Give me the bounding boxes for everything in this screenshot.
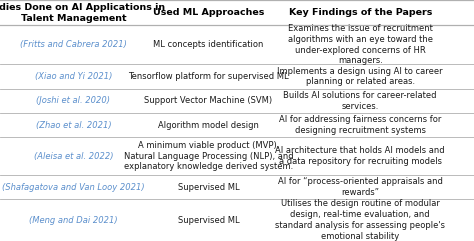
Text: (Xiao and Yi 2021): (Xiao and Yi 2021) xyxy=(35,72,112,81)
Text: AI architecture that holds AI models and
a data repository for recruiting models: AI architecture that holds AI models and… xyxy=(275,146,445,166)
Text: (Shafagatova and Van Looy 2021): (Shafagatova and Van Looy 2021) xyxy=(2,183,145,192)
Text: Studies Done on AI Applications in
Talent Management: Studies Done on AI Applications in Talen… xyxy=(0,3,165,22)
Text: AI for “process-oriented appraisals and
rewards”: AI for “process-oriented appraisals and … xyxy=(278,177,443,197)
Text: Supervised ML: Supervised ML xyxy=(178,216,239,225)
Text: (Aleisa et al. 2022): (Aleisa et al. 2022) xyxy=(34,152,113,161)
Text: (Joshi et al. 2020): (Joshi et al. 2020) xyxy=(36,96,110,105)
Text: Utilises the design routine of modular
design, real-time evaluation, and
standar: Utilises the design routine of modular d… xyxy=(275,200,445,241)
Text: A minimum viable product (MVP),
Natural Language Processing (NLP), and
explanato: A minimum viable product (MVP), Natural … xyxy=(124,141,293,171)
Text: Used ML Approaches: Used ML Approaches xyxy=(153,8,264,17)
Text: ML concepts identification: ML concepts identification xyxy=(154,40,264,49)
Text: Algorithm model design: Algorithm model design xyxy=(158,120,259,130)
Text: (Meng and Dai 2021): (Meng and Dai 2021) xyxy=(29,216,118,225)
Text: Support Vector Machine (SVM): Support Vector Machine (SVM) xyxy=(145,96,273,105)
Text: Supervised ML: Supervised ML xyxy=(178,183,239,192)
Text: Tensorflow platform for supervised ML: Tensorflow platform for supervised ML xyxy=(128,72,289,81)
Text: (Zhao et al. 2021): (Zhao et al. 2021) xyxy=(36,120,111,130)
Text: (Fritts and Cabrera 2021): (Fritts and Cabrera 2021) xyxy=(20,40,127,49)
Text: AI for addressing fairness concerns for
designing recruitment systems: AI for addressing fairness concerns for … xyxy=(279,115,441,135)
Text: Builds AI solutions for career-related
services.: Builds AI solutions for career-related s… xyxy=(283,91,437,111)
Text: Implements a design using AI to career
planning or related areas.: Implements a design using AI to career p… xyxy=(277,67,443,87)
Text: Examines the issue of recruitment
algorithms with an eye toward the
under-explor: Examines the issue of recruitment algori… xyxy=(288,24,433,66)
Text: Key Findings of the Papers: Key Findings of the Papers xyxy=(289,8,432,17)
